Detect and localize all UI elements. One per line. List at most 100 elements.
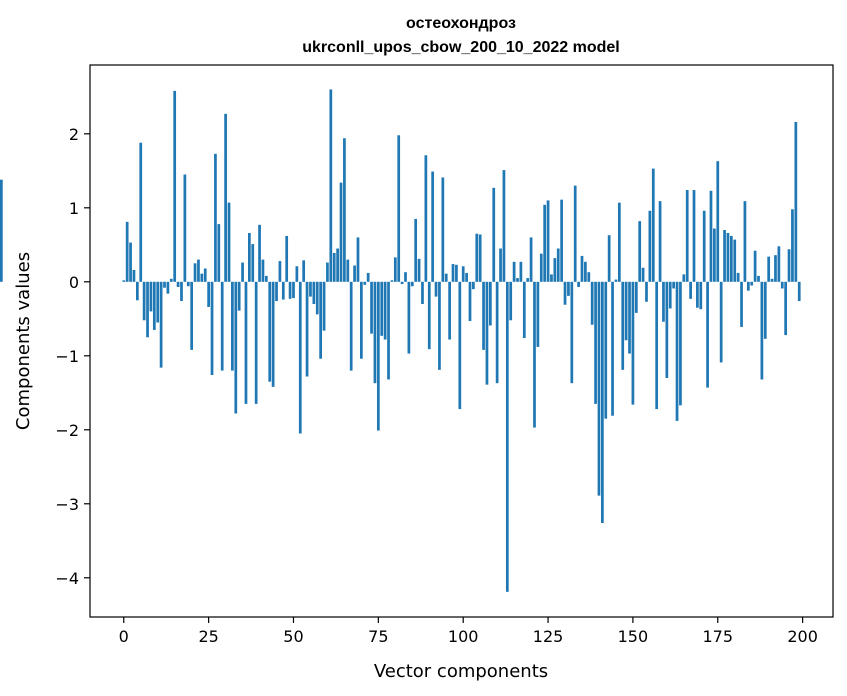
bar bbox=[716, 161, 720, 282]
bar bbox=[376, 281, 380, 431]
bar bbox=[393, 257, 397, 282]
bar bbox=[723, 230, 726, 282]
bar bbox=[268, 281, 272, 382]
bar bbox=[668, 281, 672, 309]
bar bbox=[251, 244, 255, 282]
bar bbox=[339, 182, 343, 282]
bar bbox=[451, 264, 455, 282]
bar bbox=[159, 281, 163, 368]
bar bbox=[180, 281, 183, 302]
bar bbox=[482, 281, 485, 350]
bar bbox=[519, 261, 523, 282]
bar bbox=[570, 281, 574, 384]
bar bbox=[478, 234, 482, 282]
bar bbox=[529, 237, 533, 282]
bar bbox=[407, 281, 411, 354]
bar bbox=[135, 281, 139, 301]
bar bbox=[770, 278, 774, 282]
x-tick-label: 175 bbox=[702, 627, 733, 646]
bar bbox=[645, 281, 648, 302]
bar bbox=[214, 153, 217, 282]
bar bbox=[427, 281, 431, 350]
bar bbox=[176, 281, 180, 287]
bar bbox=[567, 281, 570, 296]
bar bbox=[672, 281, 675, 289]
bar bbox=[336, 248, 339, 282]
bar bbox=[505, 281, 509, 592]
bar bbox=[139, 142, 143, 282]
bar bbox=[380, 281, 384, 336]
bar bbox=[485, 281, 489, 385]
bar bbox=[472, 281, 475, 290]
bar bbox=[719, 281, 723, 363]
bar bbox=[125, 221, 129, 282]
y-tick-label: 0 bbox=[69, 273, 79, 292]
bar bbox=[797, 281, 801, 302]
bar bbox=[590, 281, 594, 325]
bar bbox=[190, 281, 194, 350]
bar bbox=[237, 281, 241, 311]
bar bbox=[275, 281, 278, 302]
bar bbox=[533, 281, 536, 428]
bar bbox=[186, 281, 190, 287]
bar bbox=[601, 281, 604, 524]
bar bbox=[149, 281, 153, 312]
bar bbox=[346, 259, 350, 282]
bar bbox=[444, 273, 448, 282]
bar bbox=[665, 281, 669, 378]
bar bbox=[794, 121, 798, 282]
bar bbox=[410, 281, 414, 287]
bar bbox=[577, 281, 580, 287]
bar bbox=[285, 235, 289, 282]
bar bbox=[733, 239, 737, 282]
bar bbox=[740, 281, 743, 327]
bar bbox=[254, 281, 258, 404]
bar bbox=[132, 269, 136, 282]
bar bbox=[424, 155, 428, 282]
bar bbox=[767, 256, 771, 282]
y-tick-label: −3 bbox=[55, 495, 79, 514]
bar bbox=[281, 281, 285, 300]
bar bbox=[278, 261, 282, 282]
bar bbox=[356, 237, 360, 282]
bar bbox=[197, 259, 200, 282]
bar bbox=[343, 138, 346, 282]
bar bbox=[438, 281, 441, 370]
bar bbox=[292, 281, 295, 299]
bar bbox=[400, 281, 404, 285]
bar bbox=[146, 281, 149, 338]
bar bbox=[305, 281, 309, 377]
bar bbox=[465, 272, 468, 282]
bar bbox=[390, 280, 394, 282]
bar bbox=[200, 273, 204, 282]
bar bbox=[512, 261, 516, 282]
bar bbox=[560, 199, 563, 282]
bar bbox=[685, 190, 689, 282]
bar bbox=[746, 281, 750, 291]
bar bbox=[302, 260, 306, 282]
x-tick-label: 25 bbox=[198, 627, 218, 646]
bar bbox=[655, 281, 659, 410]
bar bbox=[584, 261, 587, 282]
bar bbox=[774, 255, 777, 282]
bar bbox=[210, 281, 214, 376]
bar bbox=[495, 281, 499, 384]
x-tick-label: 100 bbox=[448, 627, 479, 646]
bar bbox=[264, 275, 268, 282]
bar bbox=[607, 235, 611, 282]
bar bbox=[349, 281, 353, 371]
bar bbox=[319, 281, 322, 359]
bar bbox=[193, 263, 197, 282]
bar bbox=[546, 200, 550, 282]
bar bbox=[536, 281, 540, 347]
bar bbox=[363, 281, 367, 285]
bar bbox=[692, 190, 696, 282]
bar bbox=[580, 255, 584, 282]
bar bbox=[713, 228, 716, 282]
bar bbox=[729, 235, 733, 282]
bar bbox=[217, 224, 221, 282]
bar bbox=[750, 281, 754, 286]
bar bbox=[553, 258, 557, 282]
bar bbox=[326, 262, 329, 282]
bar bbox=[360, 281, 363, 359]
